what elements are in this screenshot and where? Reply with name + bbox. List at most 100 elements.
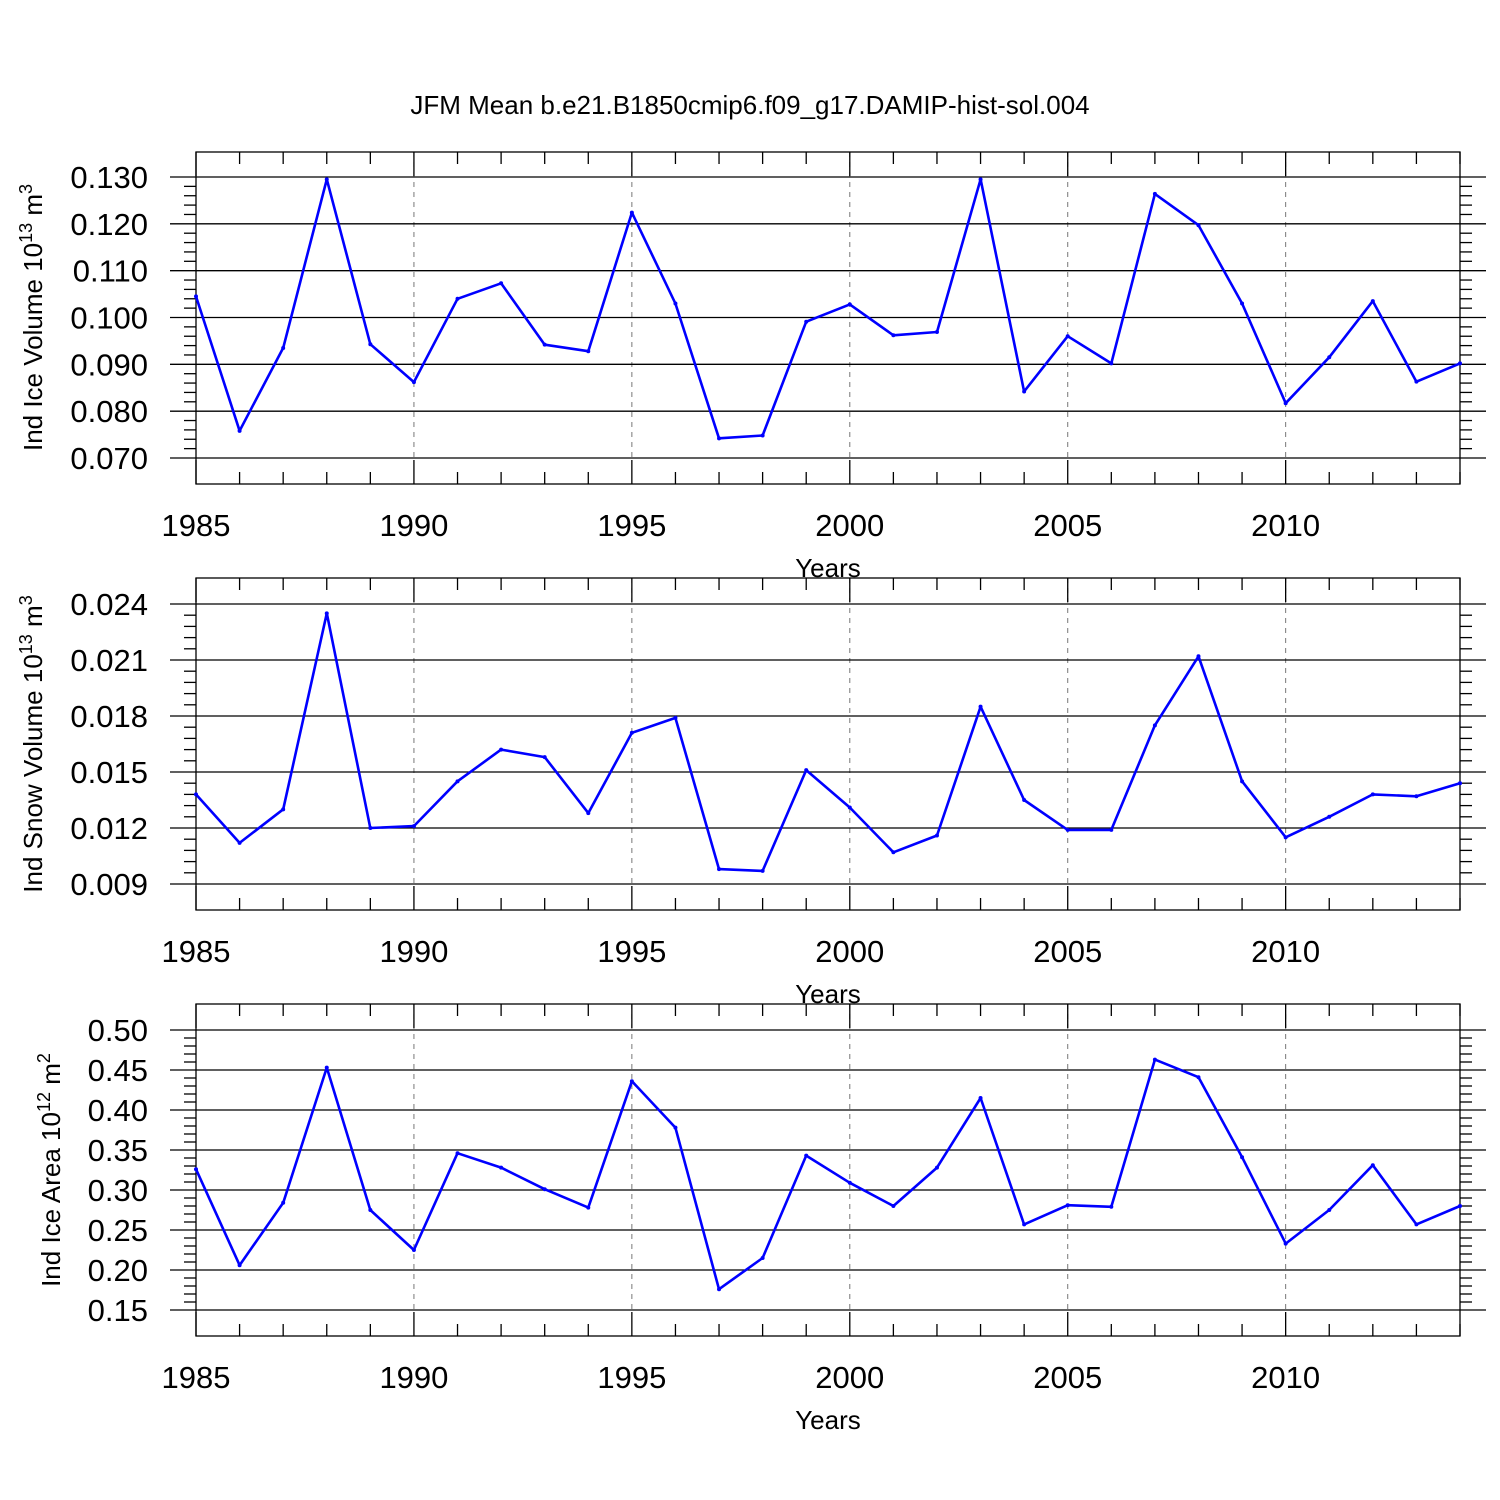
- p2-point-2002: [934, 1165, 939, 1170]
- p0-series-line: [194, 178, 1461, 440]
- p0-point-1988: [324, 177, 329, 182]
- p0-point-1986: [237, 428, 242, 433]
- p1-xtick-label: 2000: [815, 934, 884, 969]
- p0-point-2011: [1327, 355, 1332, 360]
- p1-point-1986: [237, 840, 242, 845]
- p1-xtick-label: 2010: [1251, 934, 1320, 969]
- p2-ytick-label: 0.50: [88, 1013, 148, 1048]
- p2-point-2011: [1327, 1208, 1332, 1212]
- p1-point-2001: [891, 850, 896, 855]
- p1-series-line: [195, 611, 1461, 873]
- p2-ytick-label: 0.15: [88, 1293, 148, 1328]
- p2-point-2000: [847, 1180, 852, 1185]
- p2-point-2009: [1240, 1155, 1245, 1160]
- p0-ytick-label: 0.090: [70, 347, 148, 382]
- p1-ytick-label: 0.015: [70, 755, 148, 790]
- p2-point-2012: [1370, 1163, 1375, 1168]
- p0-xtick-label: 1995: [597, 508, 666, 543]
- p0-point-1991: [455, 296, 460, 301]
- p1-point-2006: [1109, 827, 1114, 832]
- p2-point-1996: [673, 1125, 678, 1130]
- p0-ytick-label: 0.120: [70, 207, 148, 242]
- p2-y-axis-title: Ind Ice Area 1012 m2: [34, 1053, 66, 1287]
- p2-point-1997: [717, 1287, 722, 1292]
- p2-y-axis-title-unit_sup: 2: [34, 1053, 54, 1063]
- p2-y-axis-title-unit: m: [36, 1063, 66, 1092]
- p1-point-2004: [1022, 798, 1027, 802]
- p1-ytick-label: 0.012: [70, 811, 148, 846]
- p2-point-1993: [542, 1187, 547, 1192]
- p2-xtick-label: 1995: [597, 1360, 666, 1395]
- p0-point-1996: [673, 301, 678, 306]
- p2-xtick-label: 2000: [815, 1360, 884, 1395]
- p0-point-2012: [1370, 299, 1375, 304]
- p1-point-2003: [978, 704, 983, 709]
- p1-point-1992: [499, 747, 504, 752]
- p2-point-2008: [1196, 1075, 1201, 1080]
- p0-point-1992: [499, 281, 504, 286]
- p2-ytick-label: 0.30: [88, 1173, 148, 1208]
- figure-title: JFM Mean b.e21.B1850cmip6.f09_g17.DAMIP-…: [410, 90, 1089, 120]
- p0-point-2009: [1240, 301, 1245, 306]
- p1-point-1996: [673, 715, 678, 720]
- p0-ytick-label: 0.070: [70, 441, 148, 476]
- p0-point-1989: [368, 342, 373, 347]
- p0-frame: [195, 151, 1461, 485]
- p0-point-1998: [760, 433, 765, 438]
- p1-ytick-label: 0.009: [70, 867, 148, 902]
- p2-ytick-label: 0.45: [88, 1053, 148, 1088]
- p1-xtick-label: 2005: [1033, 934, 1102, 969]
- p0-point-2003: [978, 177, 983, 182]
- p2-xtick-label: 1985: [162, 1360, 231, 1395]
- p1-point-1989: [368, 826, 373, 830]
- ice-volume-panel: 0.070 0.080 0.090 0.100 0.110 0.120 0.130 1985 1…: [16, 151, 1486, 583]
- p2-y-axis-title-main: Ind Ice Area 10: [36, 1112, 66, 1287]
- p1-point-2000: [847, 805, 852, 810]
- p1-point-1994: [586, 811, 591, 816]
- p2-y-axis-title-sup: 12: [34, 1092, 54, 1112]
- p1-point-1995: [629, 730, 634, 735]
- p2-point-1994: [586, 1205, 591, 1210]
- p1-y-axis-title-unit: m: [18, 605, 48, 634]
- p0-point-1994: [586, 349, 591, 354]
- p2-series-line: [194, 1058, 1461, 1291]
- p1-point-2011: [1327, 814, 1332, 819]
- p2-point-2010: [1283, 1241, 1288, 1246]
- p2-ytick-label: 0.35: [88, 1133, 148, 1168]
- p2-point-1986: [237, 1263, 242, 1268]
- p1-point-2013: [1414, 794, 1419, 799]
- p2-point-2013: [1414, 1222, 1419, 1227]
- p2-point-1985: [194, 1167, 198, 1172]
- p2-point-1988: [324, 1065, 329, 1070]
- p0-point-1997: [717, 436, 722, 441]
- p0-point-2010: [1283, 401, 1288, 406]
- p1-point-1985: [194, 792, 198, 797]
- p0-point-2007: [1152, 191, 1157, 196]
- p2-point-2004: [1022, 1222, 1027, 1227]
- p2-point-1999: [804, 1153, 809, 1158]
- p0-point-1995: [629, 210, 634, 215]
- p0-xtick-label: 1985: [162, 508, 231, 543]
- p2-point-2007: [1152, 1057, 1157, 1062]
- p1-point-2002: [934, 833, 939, 838]
- p2-xtick-label: 2010: [1251, 1360, 1320, 1395]
- p0-ytick-label: 0.130: [70, 160, 148, 195]
- p0-point-2014: [1458, 361, 1462, 366]
- p2-point-1991: [455, 1151, 460, 1156]
- p0-ytick-label: 0.080: [70, 394, 148, 429]
- p1-y-axis-title-unit_sup: 3: [16, 595, 36, 605]
- p1-xtick-label: 1990: [379, 934, 448, 969]
- p1-y-axis-title-sup: 13: [16, 634, 36, 654]
- p0-point-1990: [411, 380, 416, 385]
- p1-xtick-label: 1985: [162, 934, 231, 969]
- p2-point-2006: [1109, 1204, 1114, 1209]
- p0-point-2008: [1196, 223, 1201, 228]
- p2-point-1987: [281, 1200, 286, 1205]
- p0-ytick-label: 0.100: [70, 301, 148, 336]
- p2-ytick-label: 0.40: [88, 1093, 148, 1128]
- p0-point-1987: [281, 345, 286, 350]
- p0-point-2004: [1022, 389, 1027, 394]
- p0-point-1999: [804, 319, 809, 324]
- p0-point-2002: [934, 330, 939, 335]
- p1-point-2010: [1283, 835, 1288, 840]
